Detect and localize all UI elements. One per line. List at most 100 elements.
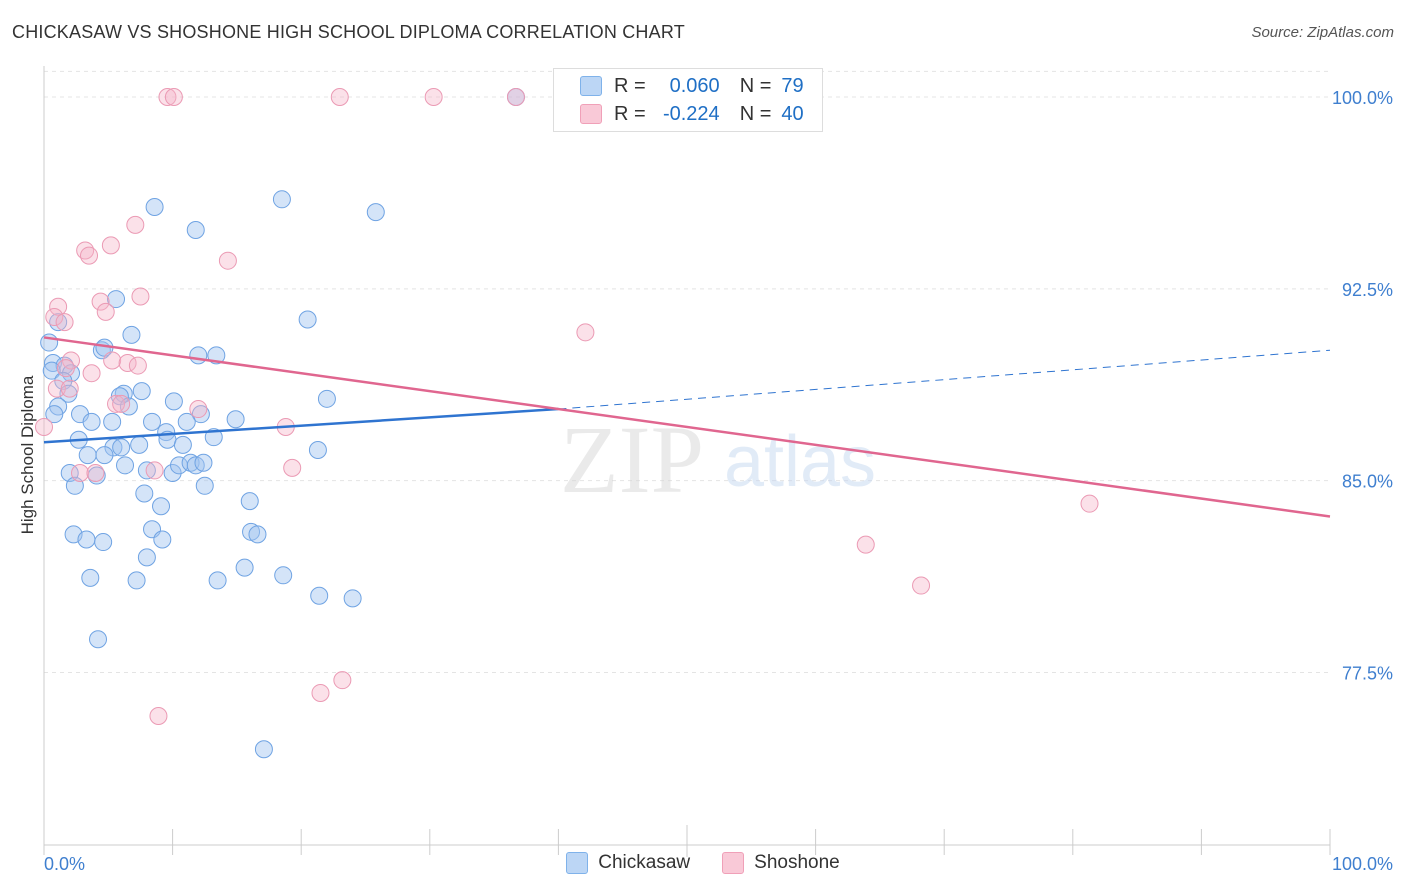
grid-lines xyxy=(44,70,1330,673)
chickasaw-point xyxy=(254,740,273,759)
shoshone-point xyxy=(912,576,931,595)
chickasaw-swatch xyxy=(580,76,602,96)
shoshone-point xyxy=(80,246,99,265)
shoshone-n-value: 40 xyxy=(781,102,804,125)
shoshone-point xyxy=(506,88,525,106)
shoshone-point xyxy=(91,292,110,311)
chickasaw-point xyxy=(191,405,210,424)
shoshone-point xyxy=(107,394,126,413)
chickasaw-point xyxy=(173,435,192,454)
source-label: Source: ZipAtlas.com xyxy=(1251,24,1394,41)
x-tick-label-max: 100.0% xyxy=(1332,854,1393,874)
chickasaw-point xyxy=(145,197,164,216)
chickasaw-point xyxy=(132,382,151,401)
shoshone-point xyxy=(45,307,64,326)
r-label: R = xyxy=(614,102,646,125)
chickasaw-point xyxy=(116,456,135,475)
shoshone-point xyxy=(128,356,147,375)
chickasaw-point xyxy=(122,325,141,344)
chickasaw-point xyxy=(317,389,336,408)
chickasaw-point xyxy=(226,410,245,429)
chickasaw-n-value: 79 xyxy=(781,74,804,97)
shoshone-point xyxy=(856,535,875,554)
shoshone-point xyxy=(424,88,443,106)
shoshone-r-value: -0.224 xyxy=(662,102,720,125)
shoshone-swatch xyxy=(722,852,745,874)
chickasaw-point xyxy=(143,412,162,431)
shoshone-swatch xyxy=(580,104,602,124)
legend-item-shoshone[interactable]: Shoshone xyxy=(722,852,840,874)
y-tick-label: 85.0% xyxy=(1342,472,1393,492)
chickasaw-point xyxy=(137,548,156,567)
chickasaw-point xyxy=(103,412,122,431)
chickasaw-r-value: 0.060 xyxy=(669,74,720,97)
chickasaw-point xyxy=(274,566,293,585)
legend-item-chickasaw[interactable]: Chickasaw xyxy=(566,852,690,874)
shoshone-point xyxy=(47,379,66,398)
watermark: ZIP atlas xyxy=(560,406,876,513)
chickasaw-point xyxy=(248,525,267,544)
legend-row-chickasaw: R = 0.060 N = 79 xyxy=(580,75,804,97)
shoshone-point xyxy=(112,394,131,413)
chickasaw-point xyxy=(189,346,208,365)
tick-labels: 77.5% 85.0% 92.5% 100.0% 0.0% 100.0% xyxy=(44,88,1393,874)
legend-row-shoshone: R = -0.224 N = 40 xyxy=(580,103,804,125)
chickasaw-point xyxy=(153,530,172,549)
chickasaw-point xyxy=(89,630,108,649)
x-tick-label-min: 0.0% xyxy=(44,854,85,874)
y-tick-label: 92.5% xyxy=(1342,280,1393,300)
shoshone-point xyxy=(126,215,145,234)
shoshone-point xyxy=(145,461,164,480)
shoshone-point xyxy=(149,706,168,725)
shoshone-point xyxy=(1080,494,1099,513)
chickasaw-point xyxy=(78,446,97,465)
chickasaw-point xyxy=(135,484,154,503)
chickasaw-point xyxy=(272,190,291,209)
chickasaw-point xyxy=(40,333,59,352)
series-legend: Chickasaw Shoshone xyxy=(0,852,1406,874)
chickasaw-point xyxy=(343,589,362,608)
shoshone-point xyxy=(158,88,177,106)
shoshone-point xyxy=(49,297,68,316)
chickasaw-point xyxy=(181,453,200,472)
shoshone-point xyxy=(218,251,237,270)
chickasaw-point xyxy=(208,571,227,590)
chickasaw-point xyxy=(310,586,329,605)
shoshone-point xyxy=(82,364,101,383)
chickasaw-point xyxy=(157,423,176,442)
shoshone-point xyxy=(333,671,352,690)
shoshone-point xyxy=(71,463,90,482)
legend-label-chickasaw: Chickasaw xyxy=(598,852,691,873)
chickasaw-point xyxy=(45,405,64,424)
chickasaw-point xyxy=(112,438,131,457)
shoshone-point xyxy=(576,323,595,342)
chickasaw-point xyxy=(204,428,223,447)
shoshone-point xyxy=(103,351,122,370)
watermark-atlas: atlas xyxy=(724,422,876,502)
axes xyxy=(43,66,1331,857)
chickasaw-point xyxy=(152,497,171,516)
shoshone-point xyxy=(55,313,74,332)
watermark-zip: ZIP xyxy=(560,406,704,513)
shoshone-point xyxy=(311,683,330,702)
chickasaw-trend-line xyxy=(43,407,559,444)
chickasaw-point xyxy=(82,412,101,431)
chickasaw-point xyxy=(94,533,113,552)
chickasaw-point xyxy=(130,435,149,454)
chickasaw-point xyxy=(195,476,214,495)
chickasaw-point xyxy=(186,221,205,240)
chart-title: CHICKASAW VS SHOSHONE HIGH SCHOOL DIPLOM… xyxy=(12,22,685,42)
n-label: N = xyxy=(739,102,772,125)
y-tick-label: 77.5% xyxy=(1342,664,1393,684)
shoshone-point xyxy=(189,400,208,419)
trend-lines xyxy=(43,336,1331,518)
shoshone-trend-line xyxy=(43,336,1331,518)
chickasaw-point xyxy=(366,203,385,222)
y-tick-label: 100.0% xyxy=(1332,88,1393,108)
chickasaw-point xyxy=(62,364,81,383)
chickasaw-point xyxy=(163,463,182,482)
chickasaw-point xyxy=(308,440,327,459)
shoshone-point xyxy=(86,463,105,482)
r-label: R = xyxy=(614,74,646,97)
